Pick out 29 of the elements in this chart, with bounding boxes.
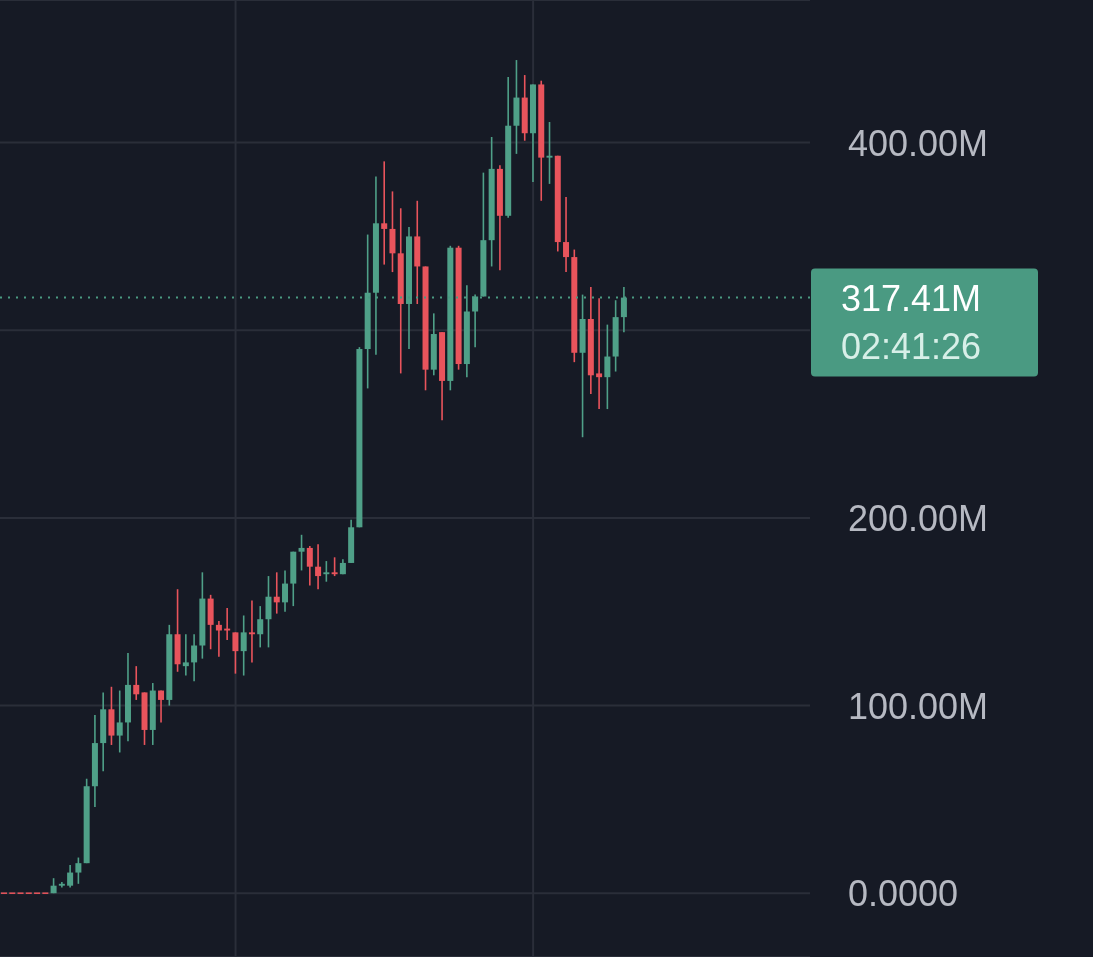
candlestick [315, 543, 322, 591]
candlestick [323, 560, 330, 583]
candlestick [331, 556, 338, 577]
candlestick [604, 323, 611, 410]
y-tick-label: 0.0000 [848, 873, 959, 915]
candlestick [298, 533, 305, 572]
candlestick [306, 545, 313, 587]
ref-line-label: 317.41M [841, 277, 982, 319]
candlestick [257, 605, 264, 649]
candlestick [67, 864, 74, 889]
y-tick-label: 200.00M [848, 497, 989, 539]
candlestick [381, 160, 388, 266]
candlestick [133, 665, 140, 701]
candlestick [240, 614, 247, 677]
y-tick-label: 100.00M [848, 685, 989, 727]
candlestick [563, 196, 570, 273]
candlestick [546, 121, 553, 185]
candlestick [232, 631, 239, 675]
candlestick [182, 633, 189, 677]
candlestick [265, 575, 272, 649]
candlestick [282, 569, 289, 613]
text: 02:41:26 [841, 325, 982, 367]
candlestick [596, 297, 603, 410]
candlestick [75, 856, 82, 885]
candlestick [191, 633, 198, 682]
candlestick [116, 689, 123, 754]
candlestick [158, 689, 165, 724]
candlestick [248, 599, 255, 664]
y-tick-label: 400.00M [848, 122, 989, 164]
